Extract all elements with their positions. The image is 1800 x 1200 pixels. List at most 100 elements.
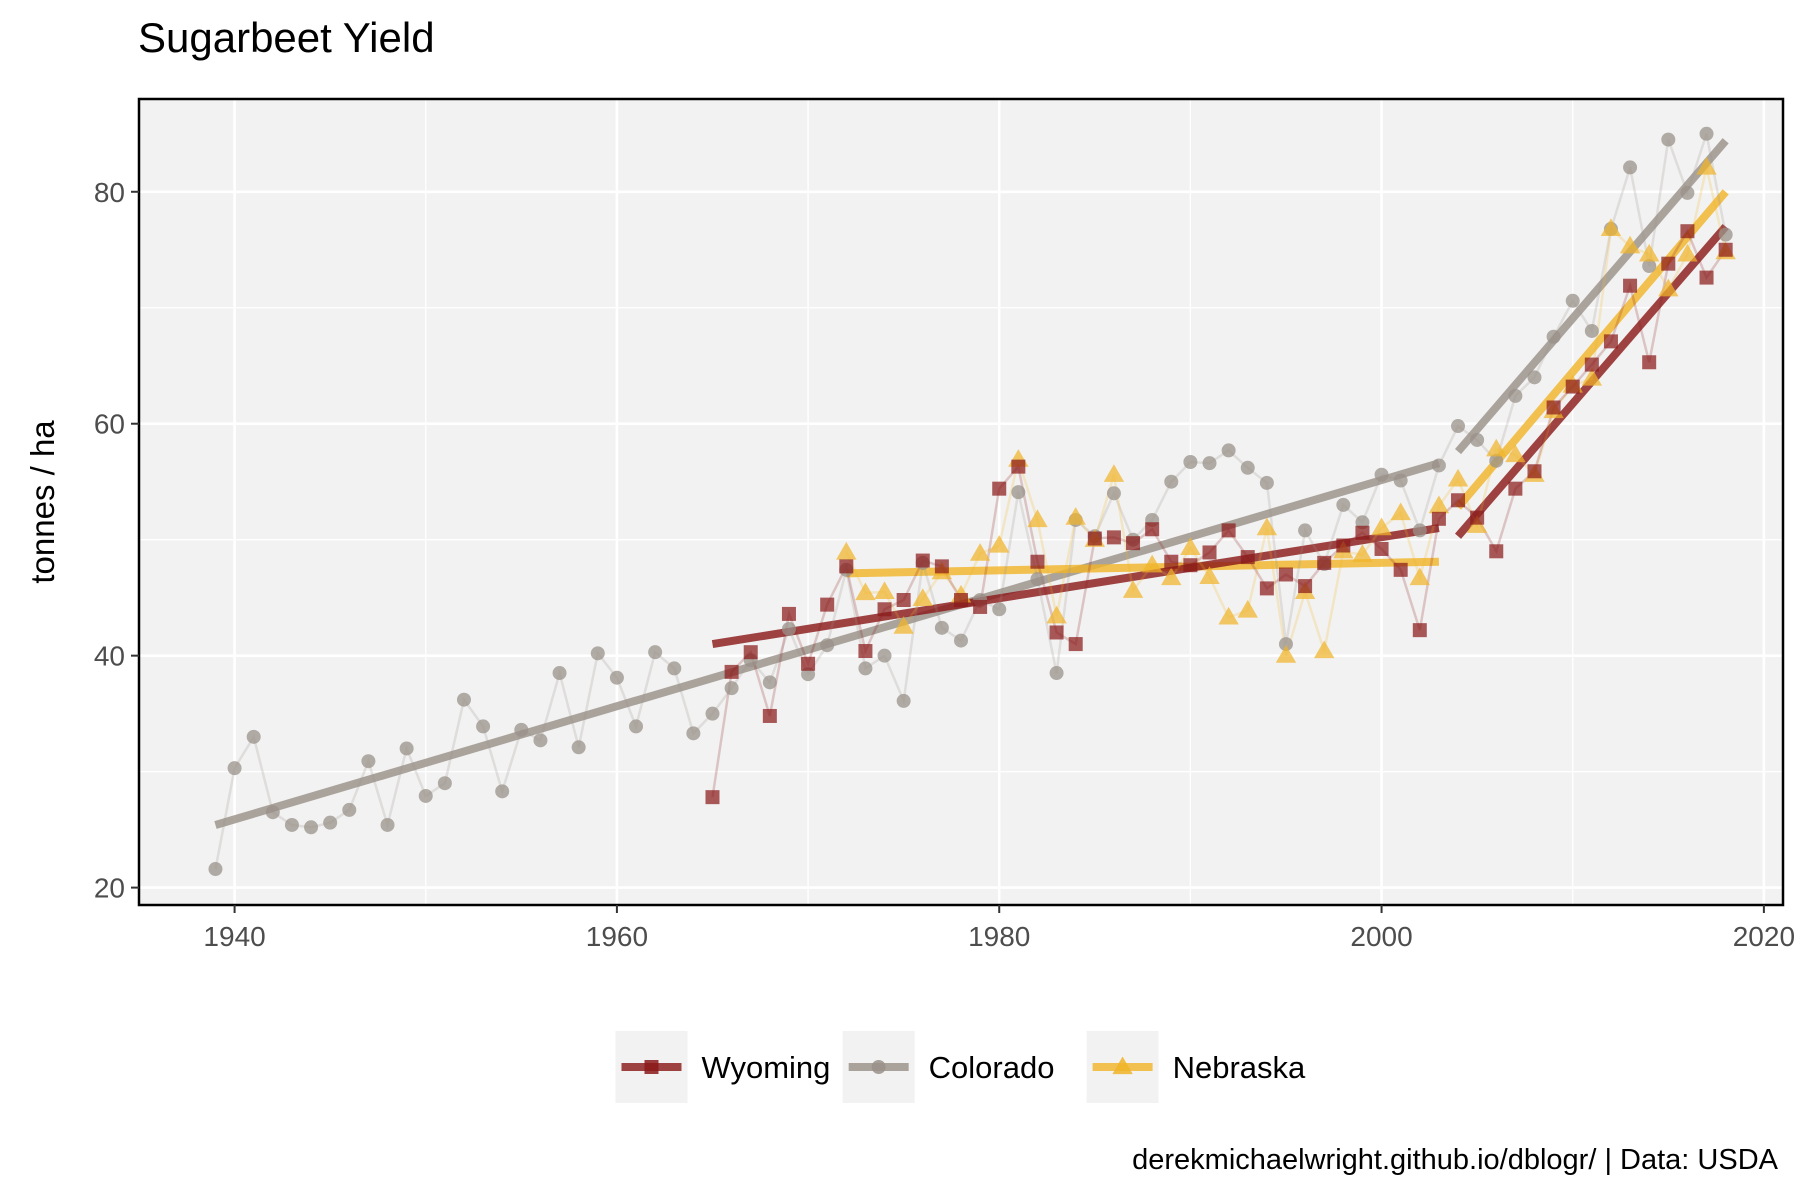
wyoming-point xyxy=(1489,544,1504,559)
wyoming-point xyxy=(1355,525,1370,540)
colorado-point xyxy=(1451,419,1466,434)
nebraska-point xyxy=(969,543,991,561)
wyoming-point xyxy=(1240,550,1255,565)
wyoming-point xyxy=(973,599,988,614)
wyoming-point xyxy=(1603,334,1618,349)
colorado-point xyxy=(284,817,299,832)
nebraska-point xyxy=(1256,517,1278,536)
nebraska-point xyxy=(1122,580,1144,598)
colorado-point xyxy=(208,862,223,877)
colorado-point xyxy=(762,675,777,690)
colorado-point xyxy=(1030,572,1045,587)
y-tick-label: 20 xyxy=(94,873,125,904)
colorado-point xyxy=(1546,329,1561,344)
colorado-point xyxy=(1298,523,1313,538)
colorado-point xyxy=(609,670,624,685)
wyoming-point xyxy=(1508,481,1523,496)
nebraska-point xyxy=(1352,544,1373,562)
nebraska-point xyxy=(1314,640,1335,659)
wyoming-point xyxy=(877,602,892,617)
series-points xyxy=(208,126,1736,877)
wyoming-point xyxy=(1374,541,1389,556)
legend-item-colorado: Colorado xyxy=(842,1031,1054,1103)
wyoming-point xyxy=(1680,224,1695,239)
wyoming-point xyxy=(1661,256,1676,271)
colorado-point xyxy=(686,726,701,741)
colorado-point xyxy=(1680,185,1695,200)
nebraska-point xyxy=(1141,554,1163,573)
legend-item-nebraska: Nebraska xyxy=(1086,1031,1306,1103)
colorado-point xyxy=(1718,227,1733,242)
wyoming-trend-line xyxy=(711,524,1440,649)
nebraska-point xyxy=(989,534,1010,553)
wyoming-point xyxy=(1317,555,1332,570)
grid xyxy=(139,99,1783,905)
plot-panel xyxy=(139,99,1783,905)
colorado-point xyxy=(361,754,376,769)
colorado-point xyxy=(705,706,720,721)
legend-key-marker xyxy=(871,1060,886,1074)
nebraska-point xyxy=(1275,645,1297,663)
nebraska-point xyxy=(1677,243,1698,262)
x-tick-label: 2000 xyxy=(1350,921,1412,952)
nebraska-point xyxy=(1199,566,1220,584)
colorado-point xyxy=(227,761,242,776)
colorado-point xyxy=(820,638,835,653)
nebraska-point xyxy=(1638,243,1660,262)
wyoming-point xyxy=(801,656,816,671)
nebraska-point xyxy=(1180,537,1201,555)
wyoming-point xyxy=(1718,242,1733,257)
colorado-point xyxy=(476,719,491,734)
colorado-point xyxy=(1699,126,1714,141)
nebraska-point xyxy=(874,581,895,600)
wyoming-point xyxy=(1011,459,1026,474)
wyoming-point xyxy=(1145,522,1160,537)
colorado-point xyxy=(1221,443,1236,458)
wyoming-point xyxy=(1565,379,1580,394)
colorado-point xyxy=(724,681,739,696)
colorado-point xyxy=(571,740,586,755)
colorado-point xyxy=(380,817,395,832)
colorado-point xyxy=(629,719,644,734)
colorado-point xyxy=(1642,258,1657,273)
wyoming-point xyxy=(896,592,911,607)
nebraska-point xyxy=(1218,606,1239,625)
wyoming-point xyxy=(1451,493,1466,508)
wyoming-point xyxy=(934,559,949,574)
colorado-point xyxy=(667,661,682,676)
wyoming-point xyxy=(1068,637,1083,652)
chart-caption: derekmichaelwright.github.io/dblogr/ | D… xyxy=(1132,1144,1778,1176)
wyoming-point xyxy=(762,708,777,723)
y-tick-label: 80 xyxy=(94,177,125,208)
colorado-point xyxy=(552,666,567,681)
wyoming-point xyxy=(1336,538,1351,553)
wyoming-point xyxy=(1202,545,1217,560)
colorado-point xyxy=(1106,486,1121,501)
nebraska-point xyxy=(855,582,876,601)
wyoming-point xyxy=(1642,355,1657,370)
colorado-point xyxy=(954,633,968,648)
colorado-point xyxy=(590,646,605,661)
nebraska-point xyxy=(1161,567,1182,586)
colorado-point xyxy=(1049,666,1064,681)
nebraska-point xyxy=(1600,218,1622,237)
nebraska-point xyxy=(1619,235,1641,254)
colorado-point xyxy=(1393,473,1408,488)
wyoming-point xyxy=(1030,554,1045,569)
wyoming-point xyxy=(1393,562,1408,577)
wyoming-point xyxy=(1546,400,1561,415)
x-tick-label: 1940 xyxy=(203,921,265,952)
colorado-point xyxy=(418,788,433,803)
wyoming-point xyxy=(781,606,796,621)
wyoming-point xyxy=(1126,536,1141,551)
colorado-point xyxy=(992,602,1007,617)
colorado-point xyxy=(304,820,319,835)
wyoming-point xyxy=(1183,558,1198,573)
chart-title: Sugarbeet Yield xyxy=(138,14,435,61)
wyoming-point xyxy=(1584,357,1599,372)
colorado-point xyxy=(1527,370,1542,385)
colorado-point xyxy=(342,802,357,817)
legend: Wyoming Colorado Nebraska xyxy=(615,1031,1306,1103)
